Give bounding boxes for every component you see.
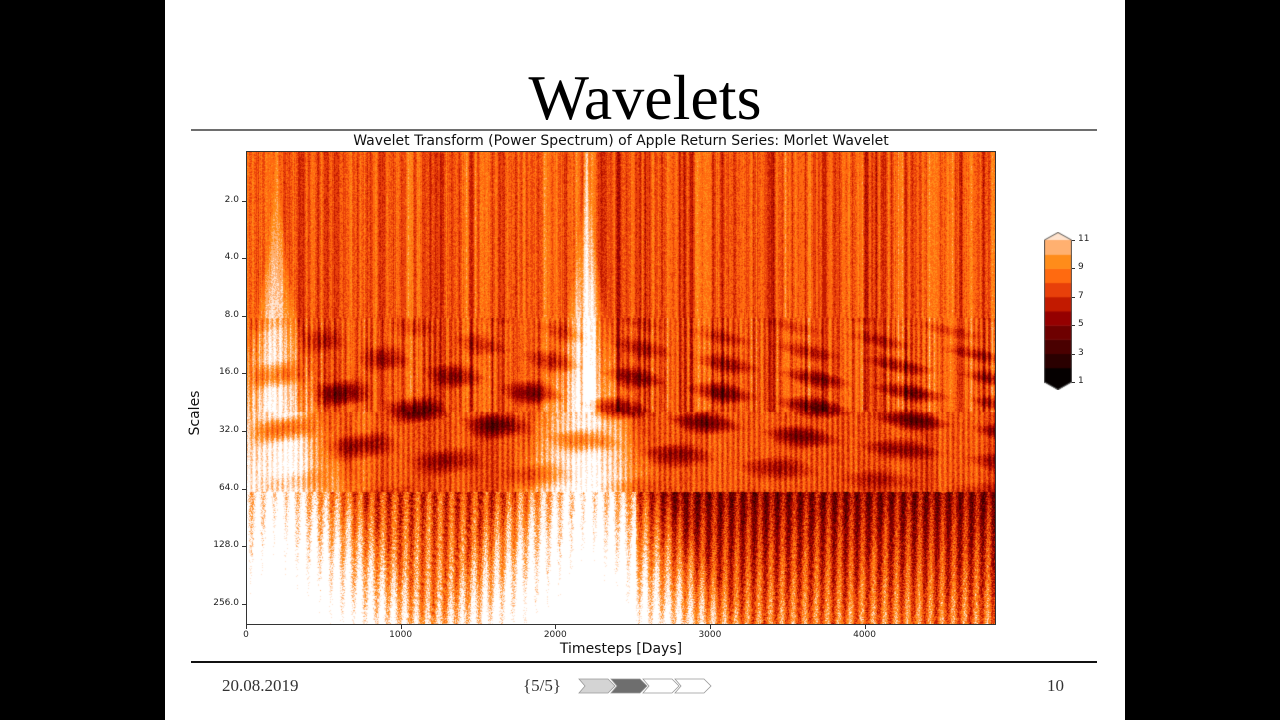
x-tick-mark — [555, 625, 557, 629]
footer-divider — [191, 661, 1097, 663]
y-tick-label: 64.0 — [218, 482, 239, 493]
y-tick-label: 32.0 — [218, 425, 239, 436]
colorbar-tick-mark — [1072, 268, 1075, 270]
y-tick-mark — [242, 546, 246, 548]
y-tick-mark — [242, 488, 246, 490]
y-tick-label: 128.0 — [213, 540, 239, 551]
y-axis-label: Scales — [187, 390, 203, 436]
chart-title: Wavelet Transform (Power Spectrum) of Ap… — [353, 133, 889, 149]
y-tick-label: 256.0 — [213, 597, 239, 608]
slide-title: Wavelets — [528, 62, 762, 133]
colorbar-tick-label: 7 — [1078, 290, 1084, 301]
nav-arrow-upcoming[interactable] — [674, 678, 712, 694]
x-axis-label: Timesteps [Days] — [559, 641, 683, 657]
nav-arrow-current[interactable] — [610, 678, 648, 694]
x-tick-label: 2000 — [543, 630, 567, 640]
x-tick-label: 3000 — [698, 630, 722, 640]
section-navigation-arrows[interactable] — [578, 677, 714, 695]
wavelet-power-heatmap — [247, 152, 995, 624]
y-tick-mark — [242, 315, 246, 317]
footer-date: 20.08.2019 — [222, 676, 299, 695]
y-tick-label: 2.0 — [224, 194, 239, 205]
x-tick-label: 0 — [243, 630, 249, 640]
colorbar-tick-label: 5 — [1078, 319, 1084, 330]
y-tick-mark — [242, 603, 246, 605]
nav-arrow-visited[interactable] — [578, 678, 616, 694]
y-tick-mark — [242, 373, 246, 375]
y-tick-mark — [242, 200, 246, 202]
footer-page-number: 10 — [1047, 676, 1064, 695]
colorbar-tick-label: 11 — [1078, 234, 1090, 244]
title-divider — [191, 129, 1097, 131]
y-tick-label: 4.0 — [224, 252, 239, 263]
colorbar-tick-label: 9 — [1078, 262, 1084, 273]
x-tick-mark — [864, 625, 866, 629]
colorbar — [1044, 232, 1072, 390]
y-tick-label: 16.0 — [218, 367, 239, 378]
heatmap-plot-area — [246, 151, 996, 625]
colorbar-tick-mark — [1072, 353, 1075, 355]
footer-section-counter: {5/5} — [523, 676, 562, 695]
y-tick-mark — [242, 258, 246, 260]
x-tick-mark — [246, 625, 247, 629]
colorbar-tick-mark — [1072, 240, 1075, 241]
y-tick-mark — [242, 431, 246, 433]
x-tick-label: 1000 — [389, 630, 413, 640]
nav-arrow-upcoming[interactable] — [642, 678, 680, 694]
y-tick-label: 8.0 — [224, 309, 239, 320]
x-tick-label: 4000 — [853, 630, 876, 640]
colorbar-tick-label: 3 — [1078, 347, 1084, 358]
slide: Wavelets Wavelet Transform (Power Spectr… — [165, 0, 1125, 720]
colorbar-tick-label: 1 — [1078, 376, 1084, 386]
colorbar-tick-mark — [1072, 325, 1075, 327]
x-tick-mark — [400, 625, 402, 629]
x-tick-mark — [709, 625, 711, 629]
colorbar-tick-mark — [1072, 296, 1075, 298]
colorbar-tick-mark — [1072, 382, 1075, 383]
